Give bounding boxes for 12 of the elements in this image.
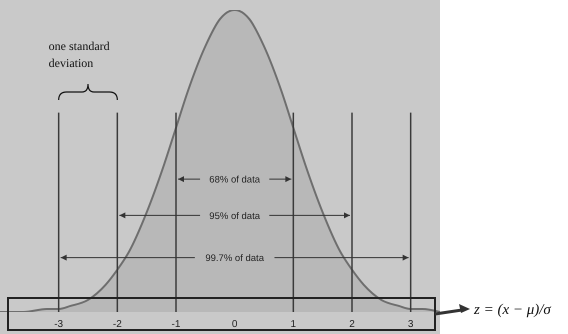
annotation: 68% of data [209, 174, 261, 186]
x-tick-label: -1 [172, 319, 181, 330]
text: z = (x − μ)/σ [473, 302, 552, 318]
x-tick-label: 3 [408, 319, 414, 330]
annotation: one standard deviation [48, 39, 110, 70]
annotation: 99.7% of data [205, 253, 265, 264]
x-tick-label: -3 [54, 319, 64, 330]
x-tick-label: 1 [290, 319, 297, 330]
x-tick-label: 0 [232, 319, 238, 330]
x-tick-label: -2 [112, 319, 122, 330]
annotation: 95% of data [209, 210, 261, 222]
x-tick-label: 2 [349, 319, 356, 330]
